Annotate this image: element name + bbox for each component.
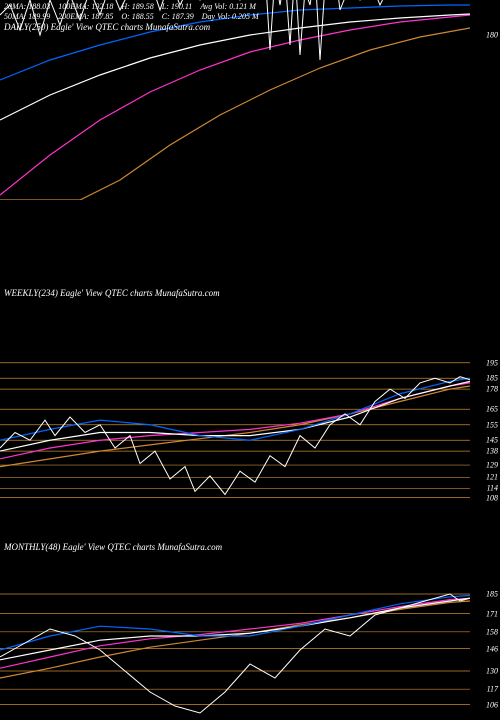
- monthly-chart: 185 171 158 146 130 117 106: [0, 580, 500, 720]
- y-tick-label: 178: [486, 385, 498, 394]
- price-line: [0, 594, 470, 713]
- stat-item: Avg Vol: 0.121 M: [200, 2, 256, 11]
- y-tick-label: 158: [486, 627, 498, 636]
- y-tick-label: 138: [486, 447, 498, 456]
- ma20-line: [0, 595, 470, 650]
- y-tick-label: 117: [487, 685, 498, 694]
- stat-item: C: 187.39: [162, 12, 194, 21]
- y-tick-label: 155: [486, 420, 498, 429]
- y-tick-label: 185: [486, 374, 498, 383]
- top-stats: 20MA: 188.03 100EMA: 192.18 H: 189.58 L: 19…: [4, 2, 496, 23]
- stat-item: 20MA: 188.03: [4, 2, 50, 11]
- y-tick-label: 130: [486, 667, 498, 676]
- stat-item: 200EMA: 187.85: [58, 12, 113, 21]
- y-tick-label: 106: [486, 700, 498, 709]
- ma50-line: [0, 598, 470, 660]
- y-tick-label: 165: [486, 405, 498, 414]
- weekly-svg: [0, 355, 470, 510]
- ma200-line: [0, 601, 470, 678]
- stat-item: L: 190.11: [162, 2, 193, 11]
- monthly-svg: [0, 580, 470, 720]
- y-tick-label: 195: [486, 358, 498, 367]
- y-tick-label: 129: [486, 461, 498, 470]
- y-tick-label: 171: [486, 609, 498, 618]
- y-tick-label: 180: [486, 31, 498, 40]
- stat-item: 100EMA: 192.18: [58, 2, 113, 11]
- y-tick-label: 146: [486, 644, 498, 653]
- stat-item: O: 188.55: [121, 12, 153, 21]
- weekly-chart: 195 185 178 165 155 145 138 129 121 114108: [0, 355, 500, 510]
- stat-item: H: 189.58: [121, 2, 153, 11]
- stat-line-1: 20MA: 188.03 100EMA: 192.18 H: 189.58 L: 19…: [4, 2, 496, 12]
- y-tick-label: 121: [486, 473, 498, 482]
- monthly-label: MONTHLY(48) Eagle' View QTEC charts Muna…: [4, 542, 222, 552]
- y-tick-label: 185: [486, 590, 498, 599]
- stat-item: Day Vol: 0.205 M: [202, 12, 259, 21]
- ma50-line: [0, 381, 470, 451]
- weekly-label: WEEKLY(234) Eagle' View QTEC charts Muna…: [4, 288, 220, 298]
- stat-item: 50MA: 189.99: [4, 12, 50, 21]
- daily-label: DAILY(250) Eagle' View QTEC charts Munaf…: [4, 22, 210, 32]
- y-tick-label: 114: [487, 484, 498, 493]
- y-tick-label: 145: [486, 436, 498, 445]
- y-tick-label: 108: [486, 493, 498, 502]
